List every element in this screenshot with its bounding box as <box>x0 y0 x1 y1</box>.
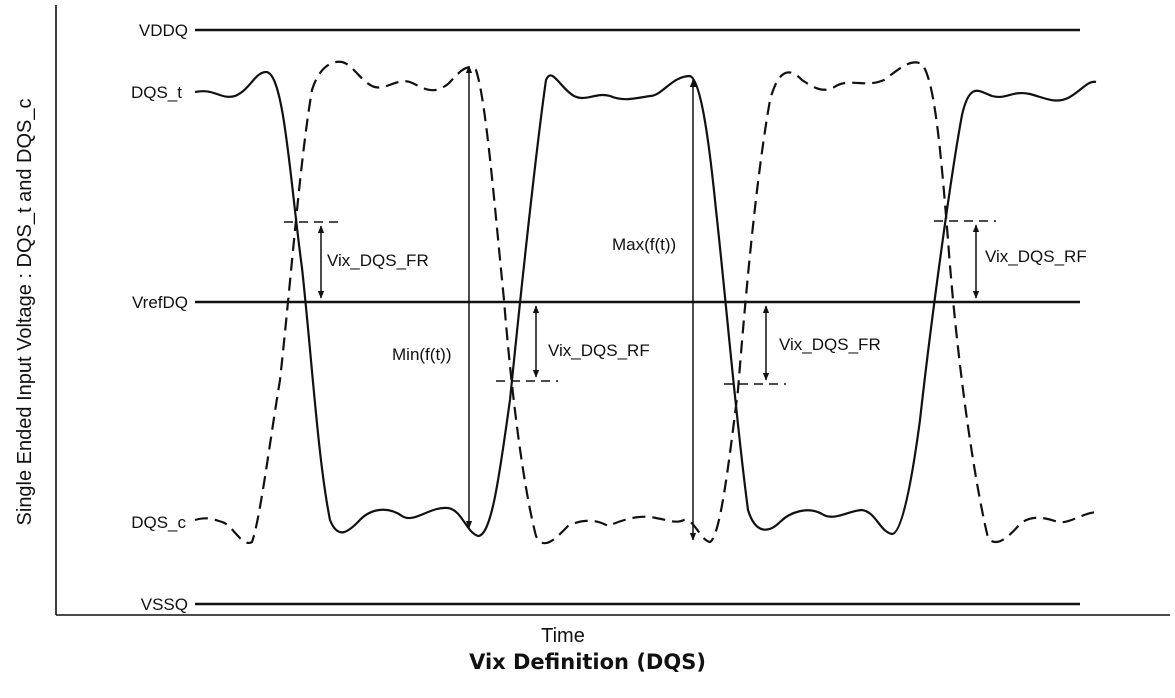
vrefdq-label: VrefDQ <box>132 293 188 312</box>
max-f-t-label: Max(f(t)) <box>612 235 676 254</box>
dqs-t-label: DQS_t <box>131 83 182 102</box>
vix-dqs-fr-2-label: Vix_DQS_FR <box>779 335 881 354</box>
min-f-t-label: Min(f(t)) <box>392 345 451 364</box>
vix-dqs-rf-1-label: Vix_DQS_RF <box>548 341 650 360</box>
vix-dqs-fr-1-label: Vix_DQS_FR <box>327 251 429 270</box>
figure-caption: Vix Definition (DQS) <box>469 650 706 674</box>
dqs-c-label: DQS_c <box>131 513 186 532</box>
vix-dqs-rf-2-label: Vix_DQS_RF <box>985 247 1087 266</box>
y-axis-title: Single Ended Input Voltage : DQS_t and D… <box>14 99 36 526</box>
vddq-label: VDDQ <box>139 21 188 40</box>
x-axis-title: Time <box>541 625 585 647</box>
dqs-c-waveform <box>194 60 1097 545</box>
dqs-t-waveform <box>194 70 1097 538</box>
vssq-label: VSSQ <box>141 595 188 614</box>
